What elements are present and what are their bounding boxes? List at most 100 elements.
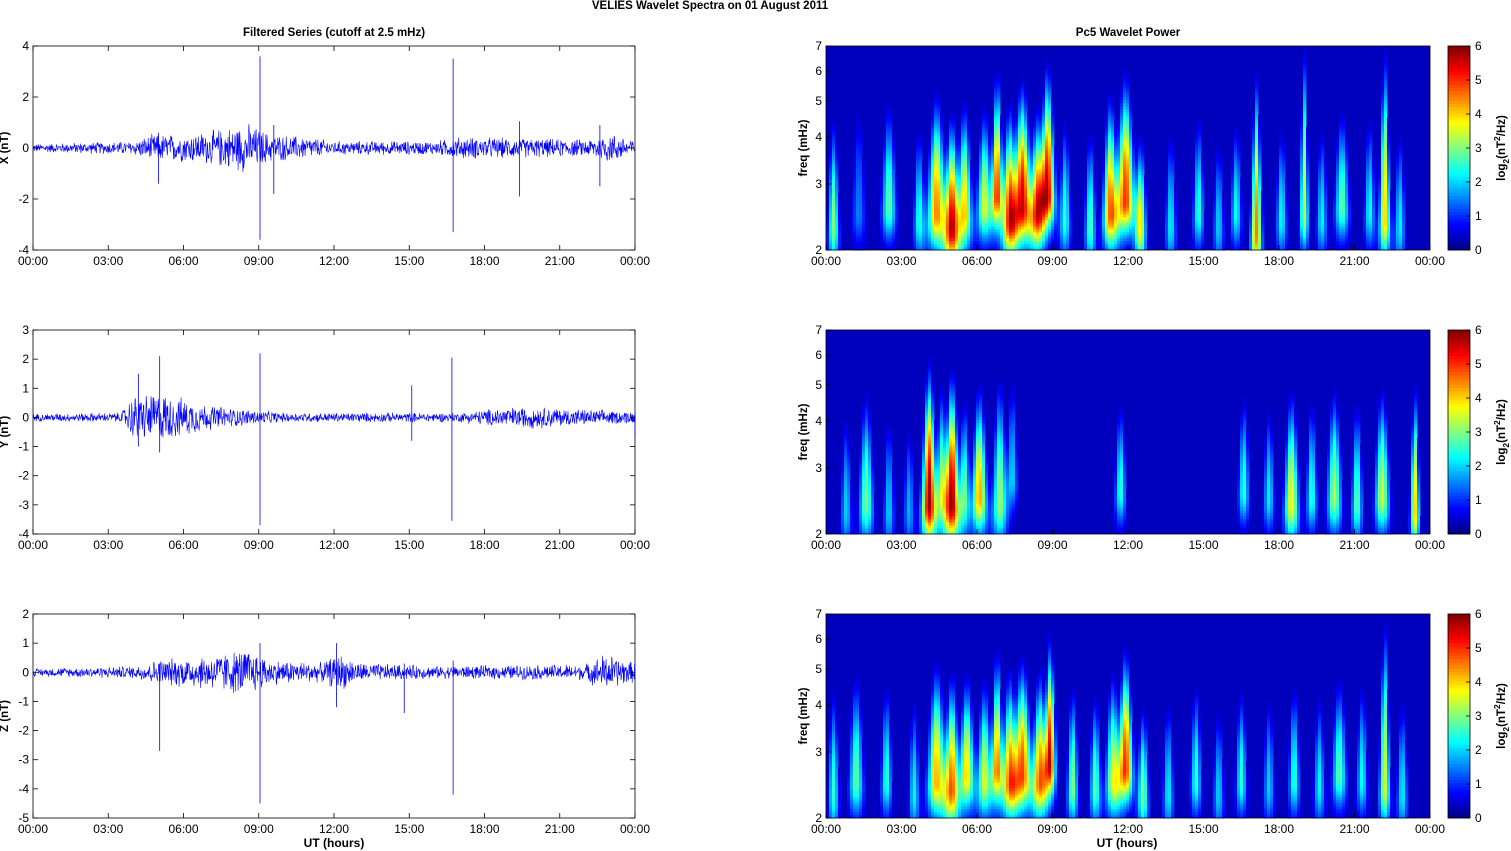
heatmap-cell <box>1093 223 1097 227</box>
heatmap-cell <box>937 196 941 200</box>
heatmap-cell <box>1009 145 1013 149</box>
heatmap-cell <box>1054 235 1058 239</box>
heatmap-cell <box>1057 241 1061 245</box>
heatmap-cell <box>1198 142 1202 146</box>
heatmap-cell <box>1027 169 1031 173</box>
heatmap-cell <box>1117 160 1121 164</box>
heatmap-cell <box>967 127 971 131</box>
heatmap-cell <box>1090 178 1094 182</box>
heatmap-cell <box>1129 109 1133 113</box>
heatmap-cell <box>1120 133 1124 137</box>
heatmap-cell <box>1261 208 1265 212</box>
heatmap-cell <box>1198 124 1202 128</box>
heatmap-cell <box>1192 205 1196 209</box>
heatmap-cell <box>1222 241 1226 245</box>
heatmap-cell <box>1303 169 1307 173</box>
heatmap-cell <box>1111 148 1115 152</box>
heatmap-cell <box>952 208 956 212</box>
heatmap-cell <box>1234 196 1238 200</box>
heatmap-cell <box>1006 160 1010 164</box>
heatmap-cell <box>1003 133 1007 137</box>
heatmap-cell <box>1195 208 1199 212</box>
heatmap-cell <box>1114 190 1118 194</box>
heatmap-cell <box>1192 223 1196 227</box>
heatmap-cell <box>982 229 986 233</box>
heatmap-cell <box>1195 229 1199 233</box>
heatmap-cell <box>1057 229 1061 233</box>
heatmap-cell <box>961 160 965 164</box>
heatmap-cell <box>1048 235 1052 239</box>
heatmap-cell <box>1135 244 1139 248</box>
heatmap-cell <box>1234 205 1238 209</box>
heatmap-cell <box>982 199 986 203</box>
heatmap-cell <box>1120 211 1124 215</box>
heatmap-cell <box>952 157 956 161</box>
heatmap-cell <box>937 205 941 209</box>
heatmap-cell <box>829 199 833 203</box>
heatmap-cell <box>1138 187 1142 191</box>
heatmap-cell <box>976 217 980 221</box>
heatmap-cell <box>961 136 965 140</box>
heatmap-cell <box>976 202 980 206</box>
heatmap-cell <box>997 94 1001 98</box>
heatmap-cell <box>1123 163 1127 167</box>
heatmap-cell <box>979 220 983 224</box>
heatmap-cell <box>1297 229 1301 233</box>
heatmap-cell <box>1123 139 1127 143</box>
heatmap-cell <box>1057 226 1061 230</box>
heatmap-cell <box>883 226 887 230</box>
heatmap-cell <box>1021 145 1025 149</box>
heatmap-cell <box>982 148 986 152</box>
heatmap-cell <box>1135 187 1139 191</box>
heatmap-cell <box>1060 157 1064 161</box>
heatmap-cell <box>988 238 992 242</box>
heatmap-cell <box>1306 208 1310 212</box>
heatmap-cell <box>892 175 896 179</box>
heatmap-cell <box>1126 202 1130 206</box>
heatmap-cell <box>1255 94 1259 98</box>
heatmap-cell <box>1120 151 1124 155</box>
heatmap-cell <box>883 208 887 212</box>
heatmap-cell <box>1108 172 1112 176</box>
heatmap-cell <box>913 211 917 215</box>
heatmap-cell <box>853 157 857 161</box>
heatmap-cell <box>1231 217 1235 221</box>
heatmap-cell <box>1045 205 1049 209</box>
heatmap-cell <box>1060 211 1064 215</box>
heatmap-cell <box>1192 226 1196 230</box>
heatmap-cell <box>1252 175 1256 179</box>
heatmap-cell <box>1069 214 1073 218</box>
heatmap-cell <box>985 244 989 248</box>
heatmap-cell <box>997 208 1001 212</box>
heatmap-cell <box>1039 235 1043 239</box>
heatmap-cell <box>1084 220 1088 224</box>
heatmap-cell <box>1114 130 1118 134</box>
ytick-label: 0 <box>22 141 29 155</box>
heatmap-cell <box>1066 199 1070 203</box>
heatmap-cell <box>946 181 950 185</box>
heatmap-cell <box>1234 235 1238 239</box>
heatmap-cell <box>1273 223 1277 227</box>
heatmap-cell <box>1117 124 1121 128</box>
heatmap-cell <box>1111 157 1115 161</box>
heatmap-cell <box>1228 208 1232 212</box>
heatmap-cell <box>1060 148 1064 152</box>
heatmap-cell <box>1105 130 1109 134</box>
heatmap-cell <box>832 190 836 194</box>
heatmap-cell <box>970 175 974 179</box>
heatmap-cell <box>946 208 950 212</box>
heatmap-cell <box>1111 142 1115 146</box>
heatmap-cell <box>1303 187 1307 191</box>
heatmap-cell <box>1195 130 1199 134</box>
heatmap-cell <box>1114 205 1118 209</box>
heatmap-cell <box>1138 232 1142 236</box>
heatmap-cell <box>997 145 1001 149</box>
heatmap-cell <box>979 247 983 251</box>
heatmap-cell <box>1117 172 1121 176</box>
heatmap-cell <box>1108 97 1112 101</box>
heatmap-cell <box>1021 244 1025 248</box>
heatmap-cell <box>838 241 842 245</box>
heatmap-cell <box>1201 154 1205 158</box>
